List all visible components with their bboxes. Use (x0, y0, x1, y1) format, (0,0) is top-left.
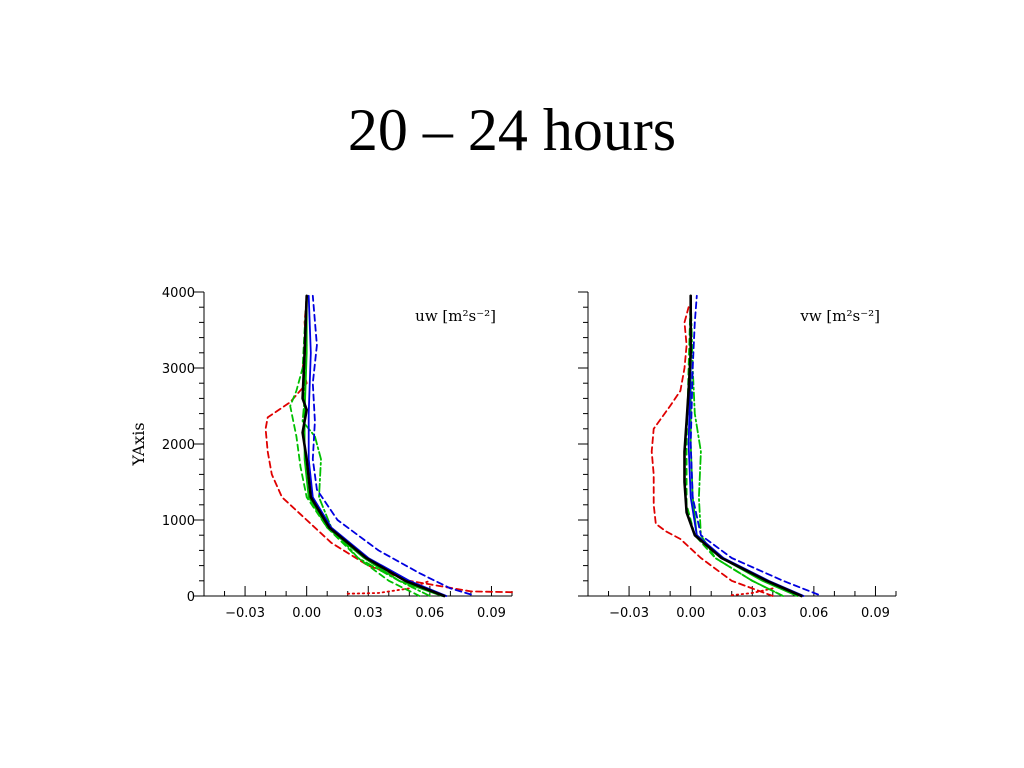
x-tick-label: 0.03 (738, 606, 767, 621)
y-tick-label: 3000 (162, 362, 195, 377)
series-line-4 (301, 294, 431, 597)
series-line-1 (650, 306, 774, 597)
series-line-4 (689, 294, 784, 597)
x-tick-label: 0.06 (799, 606, 828, 621)
series-line-2 (730, 587, 774, 597)
y-axis-title: YAxis (129, 422, 148, 466)
y-tick-label: 2000 (162, 438, 195, 453)
page-title: 20 – 24 hours (347, 97, 677, 163)
series-line-2 (346, 579, 431, 595)
series-line-1 (264, 294, 513, 594)
x-tick-label: 0.03 (354, 606, 383, 621)
x-tick-label: 0.06 (415, 606, 444, 621)
x-tick-label: −0.03 (225, 606, 265, 621)
chart-panel-1: 0 1000 2000 3000 4000 −0.03 0.00 0.03 0.06 0.09 YA… (129, 286, 513, 621)
series-line-6 (311, 294, 472, 596)
series-line-5 (303, 294, 444, 597)
y-tick-label: 4000 (162, 286, 195, 301)
x-tick-label: 0.00 (292, 606, 321, 621)
series-line-3 (685, 294, 784, 597)
series-line-8 (301, 294, 446, 598)
series-line-5 (689, 294, 799, 597)
series-line-7 (687, 294, 805, 597)
x-tick-label: −0.03 (609, 606, 649, 621)
x-tick-label: 0.09 (477, 606, 506, 621)
y-tick-label: 0 (187, 590, 195, 605)
series-line-6 (689, 294, 819, 596)
chart-panel-2: −0.03 0.00 0.03 0.06 0.09 vw [m²s⁻²] (578, 291, 897, 621)
series-line-7 (307, 294, 448, 597)
panel-label: uw [m²s⁻²] (415, 307, 496, 325)
y-tick-label: 1000 (162, 514, 195, 529)
panel-label: vw [m²s⁻²] (799, 307, 880, 325)
x-tick-label: 0.09 (861, 606, 890, 621)
x-tick-label: 0.00 (676, 606, 705, 621)
series-line-8 (683, 294, 803, 598)
